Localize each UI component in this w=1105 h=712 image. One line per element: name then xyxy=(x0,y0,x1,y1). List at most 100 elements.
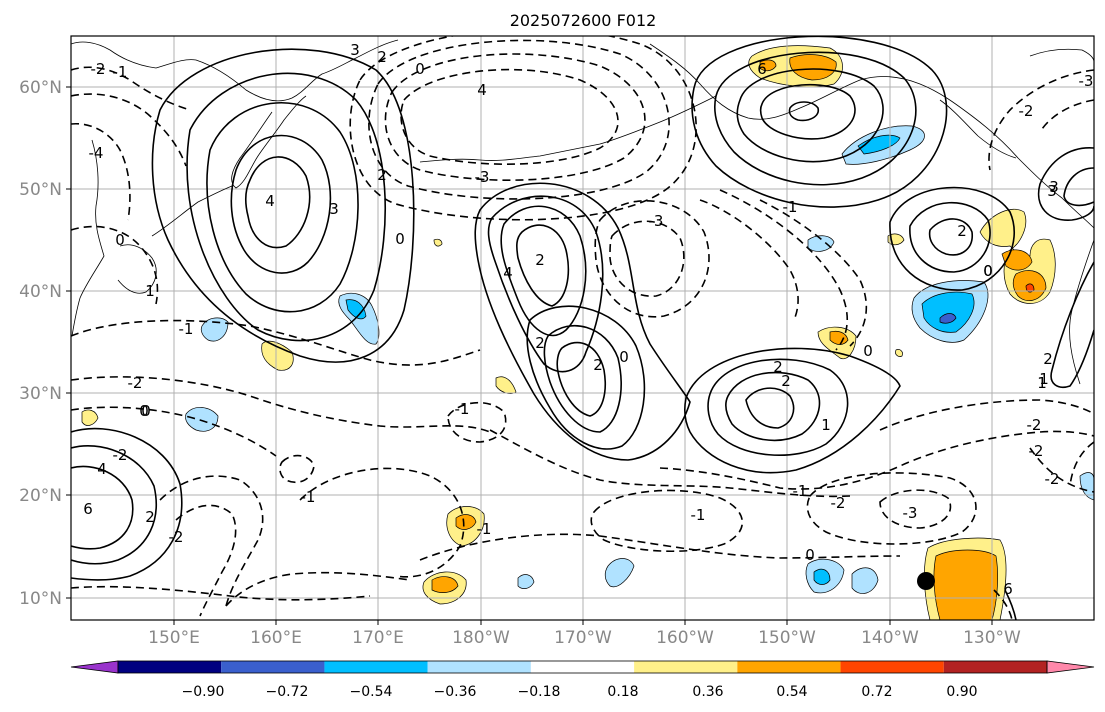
contour-line xyxy=(71,444,158,565)
contour-label: 1 xyxy=(1039,370,1049,388)
contour-line xyxy=(928,218,973,256)
contour-label: -3 xyxy=(903,504,918,522)
lon-label: 170°E xyxy=(352,628,404,648)
anomaly-patch xyxy=(895,349,903,357)
anomaly-patch xyxy=(200,317,229,342)
contour-label: -1 xyxy=(179,320,194,338)
contour-label: 4 xyxy=(477,81,487,99)
contour-line xyxy=(879,489,952,529)
contour-label: 0 xyxy=(415,60,425,78)
lat-label: 10°N xyxy=(19,589,62,609)
contour-line xyxy=(71,406,277,457)
anomaly-patch xyxy=(851,567,879,594)
height-contours xyxy=(71,36,1094,620)
contour-line xyxy=(71,225,159,305)
contour-line xyxy=(993,589,1013,620)
anomaly-patch xyxy=(604,558,635,588)
contour-line xyxy=(151,48,415,363)
contour-label: 2 xyxy=(535,334,545,352)
contour-line xyxy=(745,387,795,429)
contour-label: -3 xyxy=(649,212,664,230)
anomaly-patch xyxy=(495,376,517,394)
contour-line xyxy=(725,371,821,442)
contour-label: 2 xyxy=(773,358,783,376)
contour-label: -2 xyxy=(91,60,106,78)
colorbar-tick-label: 0.18 xyxy=(607,684,638,700)
colorbar-tick-label: 0.36 xyxy=(692,684,723,700)
anomaly-patch xyxy=(921,291,975,333)
lon-label: 160°W xyxy=(656,628,714,648)
colorbar-tick-label: 0.90 xyxy=(946,684,977,700)
contour-label: -1 xyxy=(477,520,492,538)
contour-line xyxy=(384,53,646,181)
colorbar-cells xyxy=(70,660,1095,674)
coastline-kurils xyxy=(151,185,233,237)
latitude-labels: 60°N 50°N 40°N 30°N 20°N 10°N xyxy=(19,78,62,609)
contour-line xyxy=(759,83,856,140)
station-marker xyxy=(917,572,935,590)
contour-line xyxy=(707,358,849,456)
contour-label: 3 xyxy=(1047,182,1057,200)
contour-label: -1 xyxy=(113,63,128,81)
contour-line xyxy=(759,199,868,347)
lon-label: 160°E xyxy=(250,628,302,648)
colorbar-cell xyxy=(840,661,944,673)
contour-label: -3 xyxy=(1079,72,1094,90)
lat-label: 30°N xyxy=(19,384,62,404)
negative-contours xyxy=(71,36,1094,620)
contour-line xyxy=(788,101,820,122)
contour-line xyxy=(988,69,1094,171)
contour-line xyxy=(447,401,507,443)
contour-label: -3 xyxy=(475,168,490,186)
contour-line xyxy=(1063,167,1094,207)
colorbar-tick-label: 0.54 xyxy=(776,684,807,700)
contour-label: 2 xyxy=(535,251,545,269)
lat-label: 40°N xyxy=(19,282,62,302)
contour-label: 2 xyxy=(593,356,603,374)
colorbar-extend-low xyxy=(70,660,119,674)
contour-line xyxy=(684,347,901,474)
lon-label: 150°W xyxy=(758,628,816,648)
contour-line xyxy=(1037,147,1094,221)
colorbar-tick-labels: −0.90 −0.72 −0.54 −0.36 −0.18 0.18 0.36 … xyxy=(182,684,978,700)
contour-labels: 3 2 0 4 -3 -4 2 3 4 0 -1 -2 0 2 4 6 -3 2… xyxy=(83,41,1093,598)
contour-label: 6 xyxy=(1003,580,1013,598)
contour-line xyxy=(659,430,1094,490)
contour-line xyxy=(245,156,311,249)
contour-label: 4 xyxy=(503,264,513,282)
contour-line xyxy=(1004,589,1017,620)
contour-label: 2 xyxy=(145,508,155,526)
contour-line xyxy=(1039,99,1094,133)
lat-label: 60°N xyxy=(19,78,62,98)
anomaly-patch xyxy=(261,340,294,371)
contour-label: 1 xyxy=(145,282,155,300)
lon-label: 170°W xyxy=(554,628,612,648)
contour-label: 0 xyxy=(395,230,405,248)
anomaly-patch xyxy=(1025,283,1035,293)
colorbar-extend-high xyxy=(1046,660,1095,674)
contour-line xyxy=(230,134,332,274)
contour-label: 4 xyxy=(265,192,275,210)
map-area: 3 2 0 4 -3 -4 2 3 4 0 -1 -2 0 2 4 6 -3 2… xyxy=(71,36,1094,620)
colorbar-tick-label: 0.72 xyxy=(861,684,892,700)
contour-label: -2 xyxy=(831,494,846,512)
contour-label: 1 xyxy=(1037,374,1047,392)
chart-title: 2025072600 F012 xyxy=(510,11,657,30)
contour-line xyxy=(71,319,481,366)
colorbar-cell xyxy=(118,661,222,673)
longitude-labels: 150°E 160°E 170°E 180°W 170°W 160°W 150°… xyxy=(148,628,1021,648)
contour-line xyxy=(526,305,646,450)
contour-line xyxy=(594,200,710,318)
anomaly-patch xyxy=(829,330,849,345)
anomaly-patch xyxy=(185,407,219,432)
contour-line xyxy=(71,376,491,433)
colorbar-tick-label: −0.54 xyxy=(350,684,393,700)
anomaly-patch xyxy=(433,238,443,247)
anomaly-patch xyxy=(345,299,367,320)
contour-label: 0 xyxy=(139,402,149,420)
contour-label: -2 xyxy=(1045,470,1060,488)
contour-label: -4 xyxy=(89,144,104,162)
contour-line xyxy=(500,205,587,337)
